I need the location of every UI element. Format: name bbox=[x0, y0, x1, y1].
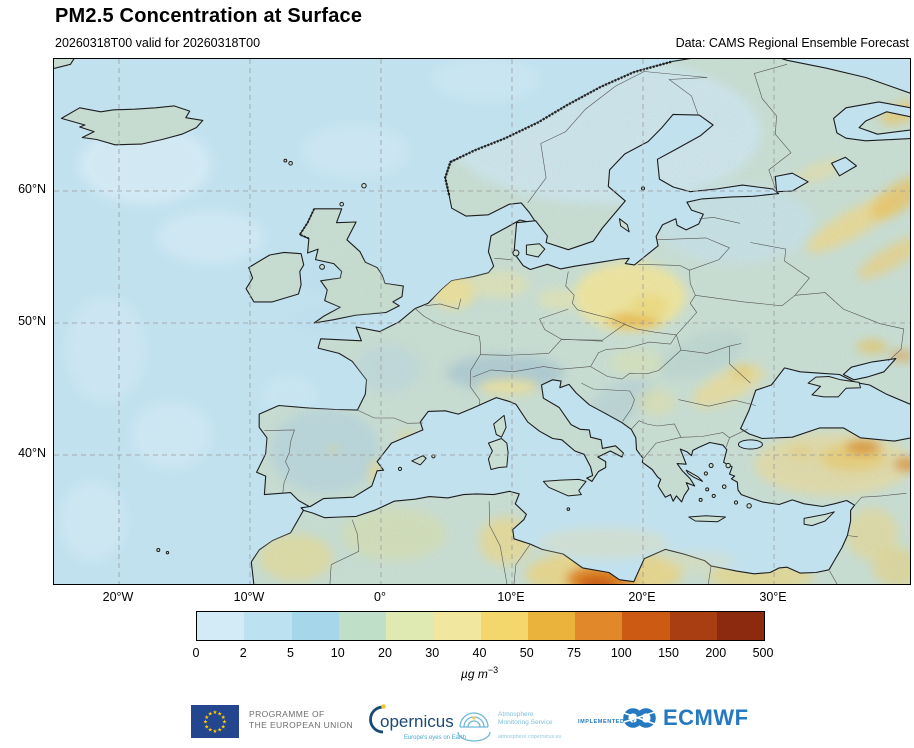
europe-pm25-map bbox=[54, 59, 910, 584]
colorbar-segment bbox=[433, 612, 481, 640]
eu-programme-line1: PROGRAMME OF bbox=[249, 709, 325, 719]
lon-tick-label: 0° bbox=[374, 590, 386, 604]
colorbar-tick-label: 100 bbox=[610, 646, 632, 660]
lon-tick-label: 30°E bbox=[759, 590, 787, 604]
colorbar-tick-label: 5 bbox=[287, 646, 294, 660]
valid-time-subtitle: 20260318T00 valid for 20260318T00 bbox=[55, 36, 261, 50]
eu-flag-icon: ★ ★★★★★★★★★★★ bbox=[191, 705, 239, 738]
copernicus-wordmark: opernicus bbox=[380, 712, 454, 731]
lat-tick-label: 50°N bbox=[18, 314, 46, 328]
colorbar-tick-label: 10 bbox=[330, 646, 345, 660]
colorbar-tick-label: 20 bbox=[378, 646, 392, 660]
colorbar-segment bbox=[338, 612, 386, 640]
map-canvas bbox=[53, 58, 911, 585]
colorbar-segment bbox=[291, 612, 339, 640]
colorbar-tick-label: 75 bbox=[567, 646, 581, 660]
unit-base: µg m bbox=[460, 667, 488, 681]
ams-line2: Monitoring Service bbox=[498, 719, 553, 726]
colorbar bbox=[196, 611, 765, 641]
lon-tick-label: 20°W bbox=[102, 590, 134, 604]
colorbar-tick-label: 0 bbox=[192, 646, 200, 660]
svg-text:★: ★ bbox=[213, 710, 218, 716]
copernicus-tagline: Europe's eyes on Earth bbox=[404, 735, 466, 741]
data-source-note: Data: CAMS Regional Ensemble Forecast bbox=[675, 36, 909, 50]
ams-line1: Atmosphere bbox=[498, 711, 534, 718]
svg-text:★: ★ bbox=[217, 711, 222, 717]
eu-programme-label: PROGRAMME OF THE EUROPEAN UNION bbox=[249, 709, 353, 730]
svg-text:★: ★ bbox=[208, 728, 213, 734]
colorbar-unit: µg m−3 bbox=[196, 665, 763, 681]
svg-text:★: ★ bbox=[221, 715, 226, 721]
svg-text:★: ★ bbox=[221, 724, 226, 730]
colorbar-tick-label: 500 bbox=[752, 646, 774, 660]
ecmwf-logo: ECMWF bbox=[622, 705, 749, 731]
lat-tick-label: 40°N bbox=[18, 446, 46, 460]
ams-url: atmosphere.copernicus.eu bbox=[498, 734, 562, 740]
lat-tick-label: 60°N bbox=[18, 182, 46, 196]
ecmwf-rings-icon bbox=[623, 708, 656, 728]
colorbar-tick-label: 40 bbox=[472, 646, 487, 660]
lon-tick-label: 20°E bbox=[628, 590, 656, 604]
colorbar-segment bbox=[197, 612, 245, 640]
svg-text:★: ★ bbox=[204, 724, 209, 730]
page-title: PM2.5 Concentration at Surface bbox=[55, 5, 363, 27]
colorbar-tick-label: 50 bbox=[519, 646, 534, 660]
colorbar-tick-label: 200 bbox=[705, 646, 727, 660]
svg-text:★: ★ bbox=[213, 729, 218, 735]
colorbar-tick-label: 30 bbox=[425, 646, 440, 660]
colorbar-segment bbox=[575, 612, 623, 640]
svg-text:★: ★ bbox=[222, 720, 227, 726]
colorbar-segment bbox=[480, 612, 528, 640]
colorbar-segment bbox=[669, 612, 717, 640]
colorbar-segment bbox=[386, 612, 434, 640]
lon-tick-label: 10°W bbox=[233, 590, 265, 604]
colorbar-segment bbox=[622, 612, 670, 640]
colorbar-segment bbox=[527, 612, 575, 640]
ecmwf-name: ECMWF bbox=[663, 705, 749, 730]
ams-arcs-icon: Atmosphere Monitoring Service atmosphere… bbox=[457, 711, 562, 742]
colorbar-tick-label: 2 bbox=[239, 646, 247, 660]
colorbar-segment bbox=[244, 612, 292, 640]
colorbar-segment bbox=[716, 612, 764, 640]
svg-text:★: ★ bbox=[204, 715, 209, 721]
copernicus-logo: opernicus Europe's eyes on Earth bbox=[356, 701, 468, 748]
svg-text:★: ★ bbox=[203, 720, 208, 726]
copernicus-c-icon: opernicus Europe's eyes on Earth bbox=[369, 704, 466, 741]
eu-programme-line2: THE EUROPEAN UNION bbox=[249, 719, 354, 730]
svg-text:★: ★ bbox=[217, 728, 222, 734]
colorbar-tick-label: 150 bbox=[658, 646, 679, 660]
implemented-by-label: IMPLEMENTED BY bbox=[578, 719, 636, 725]
ams-logo: Atmosphere Monitoring Service atmosphere… bbox=[452, 701, 574, 748]
lon-tick-label: 10°E bbox=[497, 590, 525, 604]
unit-exponent: −3 bbox=[487, 665, 499, 675]
svg-text:★: ★ bbox=[208, 711, 213, 717]
